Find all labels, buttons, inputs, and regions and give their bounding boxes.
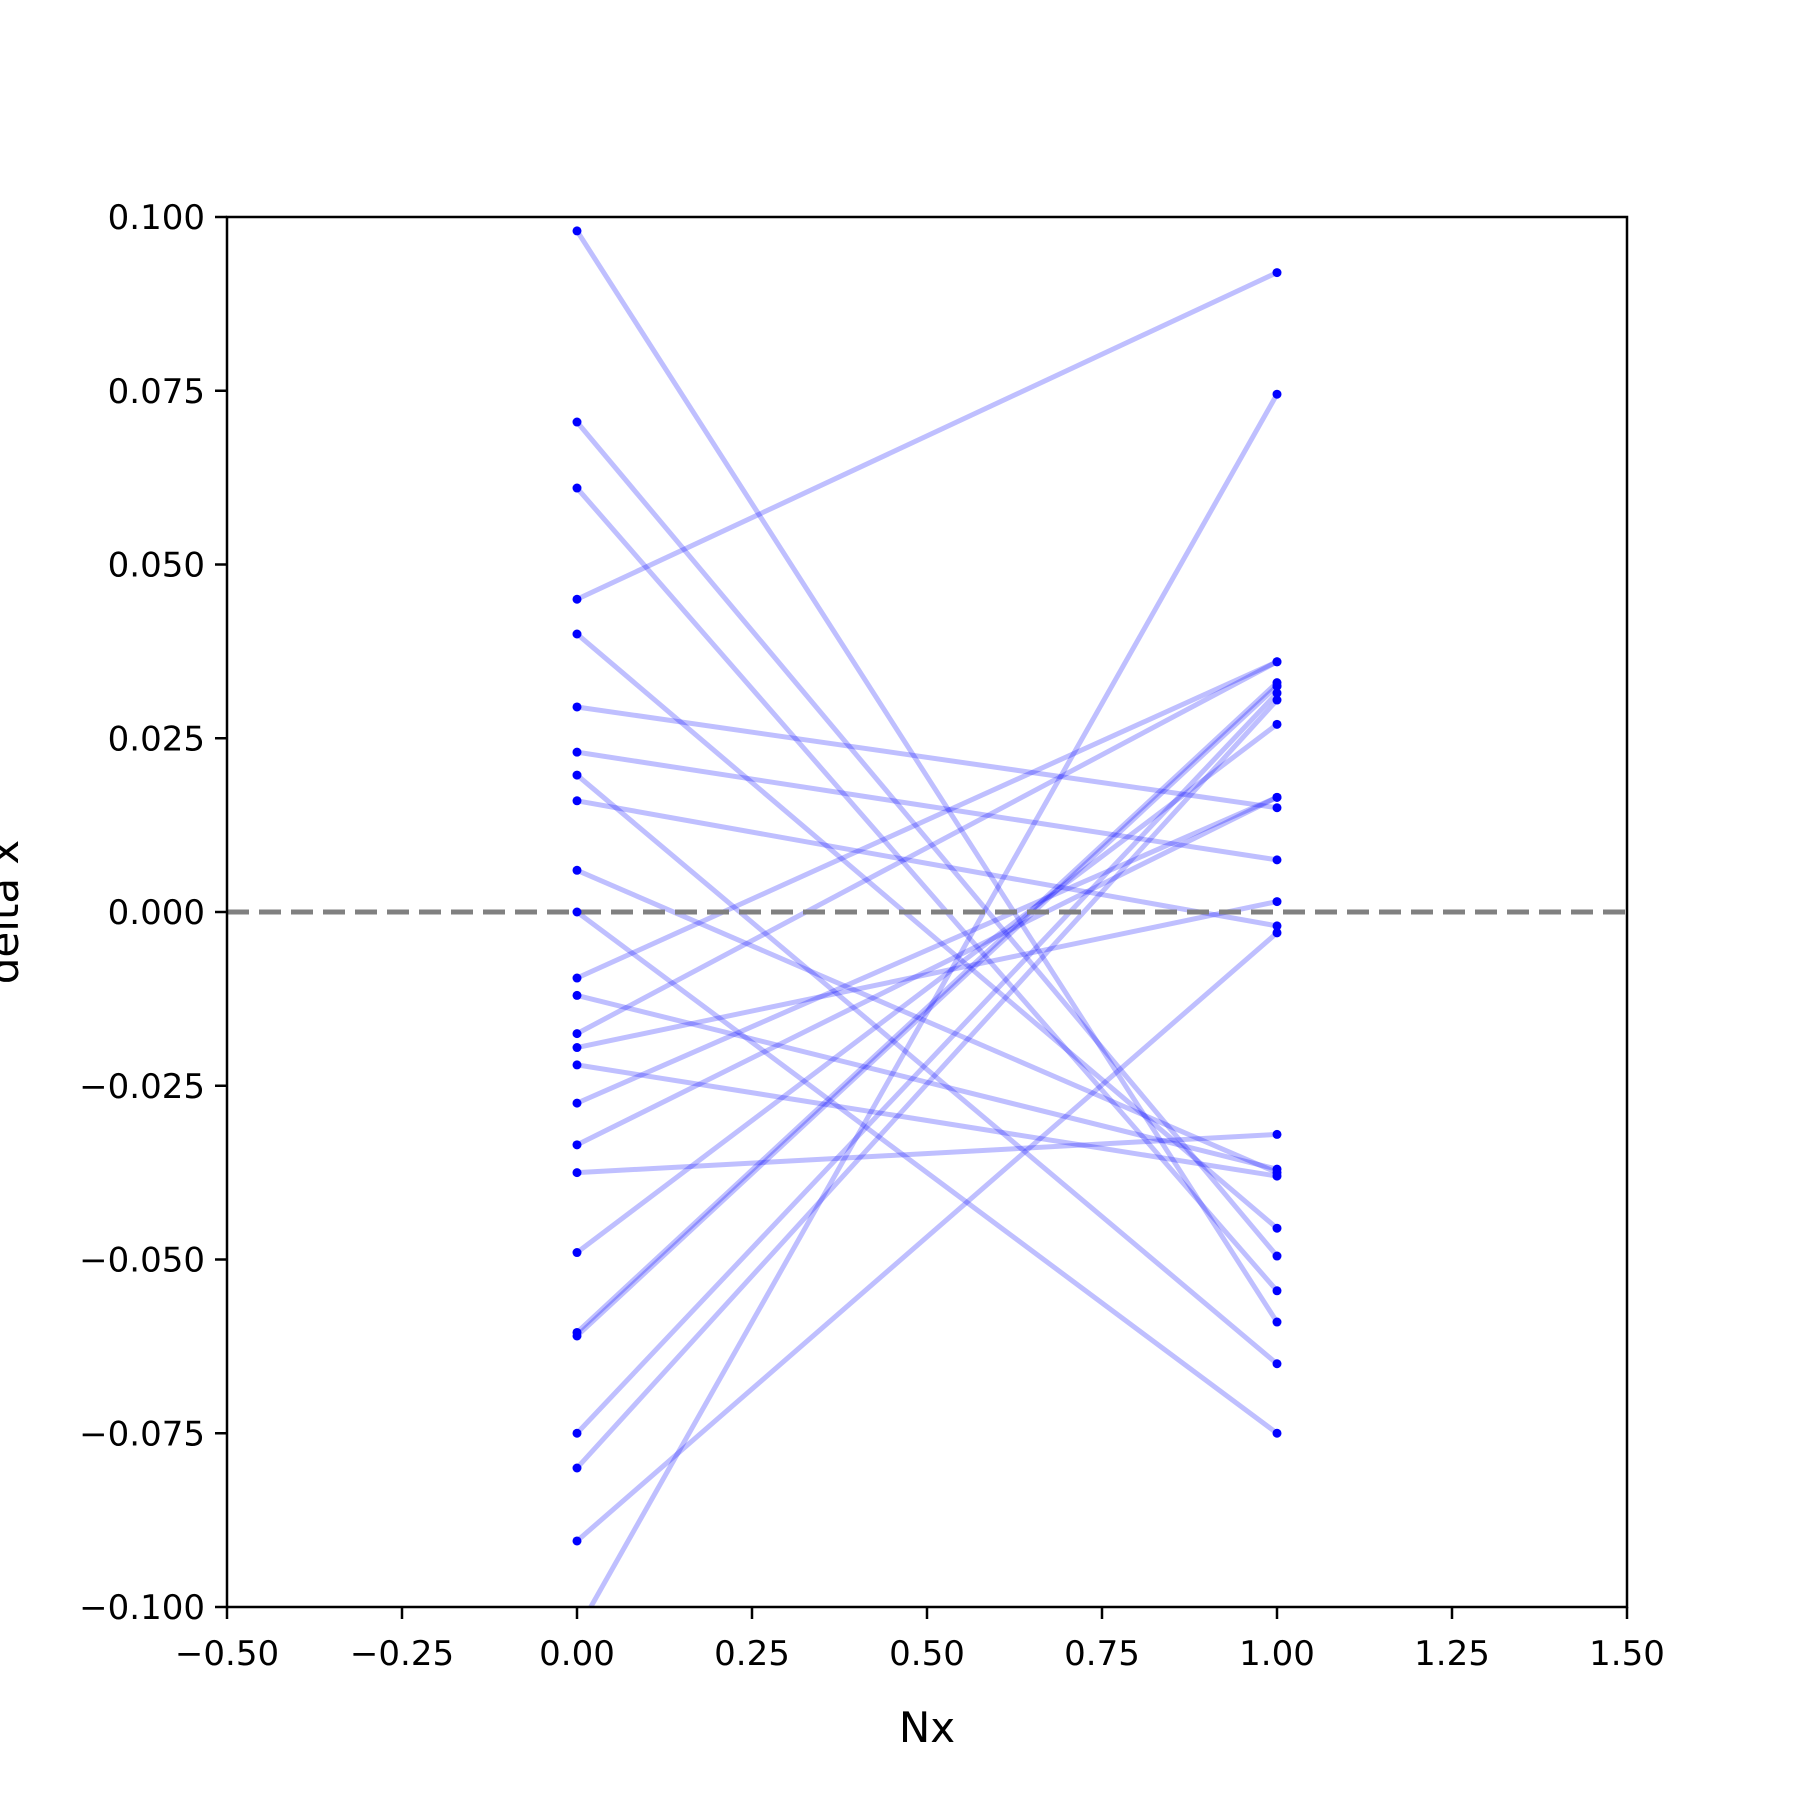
x-tick-label: 0.50 <box>889 1634 965 1674</box>
y-tick-label: 0.025 <box>108 719 205 759</box>
series-points <box>572 226 1282 1546</box>
series-line-17 <box>575 795 1279 1148</box>
data-point <box>1272 921 1282 931</box>
x-tick-label: 0.75 <box>1064 1634 1140 1674</box>
data-point <box>1272 928 1282 938</box>
x-tick-label: −0.50 <box>175 1634 279 1674</box>
y-axis-label: delta x <box>0 840 28 985</box>
series-line-3 <box>575 486 1279 1293</box>
data-point <box>1272 1171 1282 1181</box>
data-point <box>1272 1129 1282 1139</box>
data-point <box>1272 1317 1282 1327</box>
data-point <box>572 594 582 604</box>
data-point <box>1272 719 1282 729</box>
data-point <box>572 702 582 712</box>
data-point <box>572 417 582 427</box>
x-tick-label: −0.25 <box>350 1634 454 1674</box>
series-line-7 <box>576 749 1278 863</box>
series-line-12 <box>576 992 1278 1172</box>
series-line-25 <box>587 392 1280 1607</box>
y-tick-label: −0.050 <box>79 1241 205 1281</box>
x-tick-label: 1.50 <box>1589 1634 1665 1674</box>
series-line-13 <box>575 659 1279 1036</box>
data-point <box>572 747 582 757</box>
data-point <box>572 1098 582 1108</box>
data-point <box>572 1060 582 1070</box>
data-point <box>572 1029 582 1039</box>
series-line-22 <box>575 691 1279 1435</box>
data-point <box>1272 792 1282 802</box>
data-point <box>1272 1359 1282 1369</box>
series-line-1 <box>574 229 1280 1324</box>
data-point <box>1272 657 1282 667</box>
series-line-2 <box>575 420 1279 1258</box>
data-point <box>1272 897 1282 907</box>
y-tick-label: 0.075 <box>108 372 205 412</box>
data-point <box>572 990 582 1000</box>
series-line-15 <box>576 1062 1278 1179</box>
series-line-21 <box>575 684 1279 1338</box>
data-point <box>1272 688 1282 698</box>
data-point <box>1272 681 1282 691</box>
series-line-19 <box>575 722 1279 1255</box>
data-point <box>1272 268 1282 278</box>
x-tick-label: 1.00 <box>1239 1634 1315 1674</box>
x-tick-label: 0.00 <box>539 1634 615 1674</box>
series-line-14 <box>576 899 1278 1050</box>
y-tick-label: −0.100 <box>79 1588 205 1628</box>
y-tick-label: 0.050 <box>108 546 205 586</box>
series-line-6 <box>576 704 1278 811</box>
series-line-9 <box>576 798 1278 929</box>
data-point <box>572 770 582 780</box>
series-line-5 <box>575 632 1279 1231</box>
data-point <box>572 1331 582 1341</box>
series-line-26 <box>575 909 1279 1436</box>
data-point <box>572 1248 582 1258</box>
data-point <box>572 629 582 639</box>
series-line-23 <box>575 698 1279 1470</box>
data-point <box>572 483 582 493</box>
x-axis-label: Nx <box>899 1703 955 1752</box>
data-point <box>572 1463 582 1473</box>
data-point <box>1272 1164 1282 1174</box>
data-point <box>572 226 582 236</box>
series-line-20 <box>575 680 1279 1335</box>
data-point <box>572 1140 582 1150</box>
data-point <box>572 1536 582 1546</box>
data-point <box>572 907 582 917</box>
series-line-16 <box>575 795 1279 1106</box>
series-line-18 <box>576 1131 1278 1176</box>
data-point <box>572 1428 582 1438</box>
y-tick-label: −0.025 <box>79 1067 205 1107</box>
data-point <box>572 865 582 875</box>
data-point <box>1272 389 1282 399</box>
data-point <box>572 973 582 983</box>
series-line-4 <box>575 270 1279 602</box>
x-tick-label: 1.25 <box>1414 1634 1490 1674</box>
data-point <box>1272 1428 1282 1438</box>
series-line-8 <box>575 773 1279 1366</box>
y-axis: −0.100 −0.075 −0.050 −0.025 0.000 0.025 0.050 0… <box>79 198 227 1628</box>
data-point <box>572 1168 582 1178</box>
data-point <box>1272 1251 1282 1261</box>
data-point <box>572 1043 582 1053</box>
data-point <box>1272 1223 1282 1233</box>
series-line-11 <box>575 659 1279 981</box>
x-axis: −0.50 −0.25 0.00 0.25 0.50 0.75 1.00 1.25 1.50 <box>175 1607 1665 1674</box>
series-line-24 <box>575 930 1279 1543</box>
data-point <box>1272 695 1282 705</box>
y-tick-label: 0.000 <box>108 893 205 933</box>
y-tick-label: 0.100 <box>108 198 205 238</box>
data-point <box>1272 803 1282 813</box>
data-point <box>572 796 582 806</box>
series-lines <box>574 229 1280 1607</box>
data-point <box>1272 1286 1282 1296</box>
x-tick-label: 0.25 <box>714 1634 790 1674</box>
data-point <box>1272 855 1282 865</box>
y-tick-label: −0.075 <box>79 1414 205 1454</box>
series-line-10 <box>576 868 1278 1175</box>
